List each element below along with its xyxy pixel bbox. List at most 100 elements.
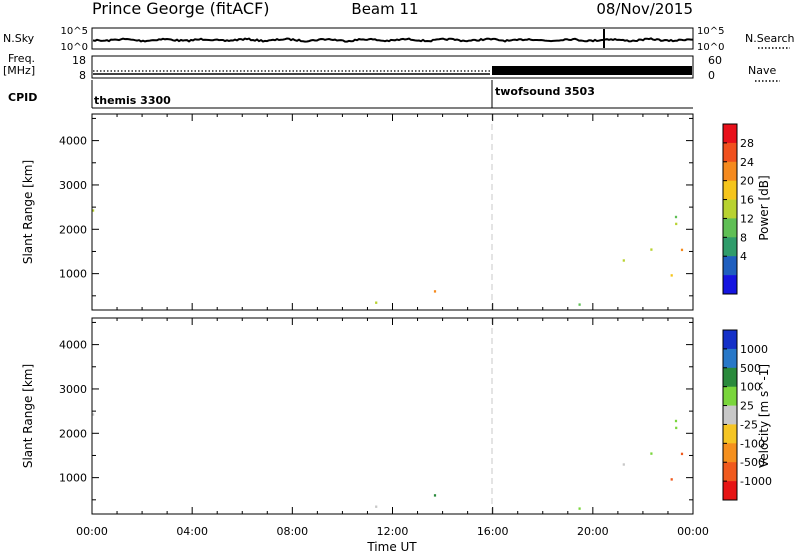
cpid-strip: CPID themis 3300 twofsound 3503 — [8, 80, 693, 109]
freq-tick-top: 18 — [72, 54, 86, 67]
power-colorbar-frame — [722, 123, 738, 295]
colorbar-tick-label: 4 — [740, 250, 747, 263]
colorbar-swatch — [723, 330, 737, 350]
velocity-colorbar-ticks: 1000 500 100 25 -25 -100 -500 -1000 — [723, 343, 772, 488]
colorbar-swatch — [723, 199, 737, 219]
velocity-echoes — [92, 413, 684, 510]
nsky-tick-bottom: 10^0 — [61, 42, 88, 53]
y-tick-label: 4000 — [59, 135, 87, 148]
power-colorbar-ticks: 28 24 20 16 12 8 4 — [723, 137, 754, 263]
freq-label-2: [MHz] — [3, 64, 35, 77]
colorbar-swatch — [723, 237, 737, 257]
colorbar-swatch — [723, 256, 737, 276]
nsky-label: N.Sky — [3, 32, 35, 45]
nave-tick-bottom: 0 — [708, 69, 715, 82]
time-axis-labels: 00:00 04:00 08:00 12:00 16:00 20:00 00:00 — [76, 525, 709, 538]
freq-solid-block-b — [492, 66, 692, 75]
colorbar-swatch — [723, 424, 737, 444]
nave-tick-top: 60 — [708, 54, 722, 67]
colorbar-tick-label: 100 — [740, 381, 761, 394]
freq-frame — [91, 55, 694, 79]
velocity-echo-cell — [92, 413, 95, 416]
velocity-xticks — [91, 318, 694, 514]
time-axis-title: Time UT — [366, 540, 417, 554]
nsky-frame — [91, 27, 694, 50]
colorbar-tick-label: -1000 — [740, 475, 772, 488]
colorbar-swatch — [723, 348, 737, 369]
nave-label: Nave — [748, 64, 776, 77]
velocity-colorbar: 1000 500 100 25 -25 -100 -500 -1000 Velocity [m… — [722, 329, 772, 501]
colorbar-swatch — [723, 218, 737, 238]
velocity-echo-cell — [650, 452, 653, 455]
power-colorbar: 28 24 20 16 12 8 4 Power [dB] — [722, 123, 771, 295]
velocity-echo-cell — [675, 426, 678, 430]
velocity-echo-cell — [622, 463, 625, 466]
colorbar-tick-label: 500 — [740, 362, 761, 375]
colorbar-swatch — [723, 462, 737, 482]
power-scale-label: Power [dB] — [757, 175, 771, 240]
power-ylabel: Slant Range [km] — [21, 160, 35, 264]
colorbar-tick-label: 1000 — [740, 343, 768, 356]
colorbar-tick-label: 16 — [740, 194, 754, 207]
power-echo-cell — [433, 290, 437, 293]
cpid-label: CPID — [8, 91, 37, 104]
beam-title: Beam 11 — [351, 0, 418, 18]
nsearch-label: N.Search — [745, 32, 795, 45]
x-tick-label: 00:00 — [677, 525, 709, 538]
velocity-scale-label: Velocity [m s^-1] — [757, 364, 771, 468]
cpid-mode-1: themis 3300 — [94, 94, 171, 107]
velocity-echo-cell — [433, 494, 437, 497]
y-tick-label: 3000 — [59, 383, 87, 396]
date-title: 08/Nov/2015 — [596, 0, 693, 18]
colorbar-swatch — [723, 386, 737, 406]
power-echo-cell — [675, 222, 678, 226]
colorbar-swatch — [723, 443, 737, 463]
power-echo-cell — [622, 259, 625, 262]
colorbar-tick-label: 25 — [740, 400, 754, 413]
nsky-trace — [92, 37, 693, 43]
y-tick-label: 3000 — [59, 179, 87, 192]
x-tick-label: 16:00 — [477, 525, 509, 538]
power-frame — [91, 113, 694, 311]
velocity-echo-cell — [375, 505, 378, 508]
colorbar-swatch — [723, 124, 737, 144]
x-tick-label: 08:00 — [276, 525, 308, 538]
velocity-echo-cell — [670, 478, 673, 481]
power-echo-cell — [578, 303, 581, 306]
x-tick-label: 12:00 — [377, 525, 409, 538]
power-echoes — [92, 209, 684, 306]
colorbar-tick-label: 28 — [740, 137, 754, 150]
y-tick-label: 1000 — [59, 472, 87, 485]
y-tick-label: 2000 — [59, 223, 87, 236]
colorbar-tick-label: -500 — [740, 456, 765, 469]
power-echo-cell — [375, 301, 378, 304]
velocity-echo-cell — [680, 452, 684, 456]
freq-label-1: Freq. — [8, 52, 35, 65]
colorbar-swatch — [723, 481, 737, 501]
colorbar-swatch — [723, 275, 737, 295]
power-echo-cell — [92, 209, 95, 212]
colorbar-swatch — [723, 142, 737, 163]
colorbar-tick-label: -100 — [740, 437, 765, 450]
power-xticks — [91, 114, 694, 310]
colorbar-tick-label: 24 — [740, 156, 754, 169]
power-echo-cell — [650, 248, 653, 251]
nsearch-tick-bottom: 10^0 — [697, 42, 724, 53]
y-tick-label: 2000 — [59, 427, 87, 440]
colorbar-tick-label: 8 — [740, 231, 747, 244]
x-tick-label: 20:00 — [577, 525, 609, 538]
power-colorbar-swatches — [723, 124, 737, 295]
freq-tick-bottom: 8 — [79, 69, 86, 82]
power-echo-cell — [680, 248, 684, 252]
nsky-tick-top: 10^5 — [61, 26, 88, 37]
velocity-yticks: 4000 3000 2000 1000 — [59, 321, 693, 501]
x-tick-label: 00:00 — [76, 525, 108, 538]
cpid-mode-2: twofsound 3503 — [495, 85, 595, 98]
velocity-colorbar-swatches — [723, 330, 737, 501]
y-tick-label: 1000 — [59, 268, 87, 281]
velocity-panel: 4000 3000 2000 1000 Slant Range [km] — [21, 317, 694, 515]
colorbar-tick-label: 12 — [740, 212, 754, 225]
colorbar-tick-label: 20 — [740, 175, 754, 188]
velocity-colorbar-frame — [722, 329, 738, 501]
power-panel: 4000 3000 2000 1000 Slant Range [km] — [21, 113, 694, 311]
